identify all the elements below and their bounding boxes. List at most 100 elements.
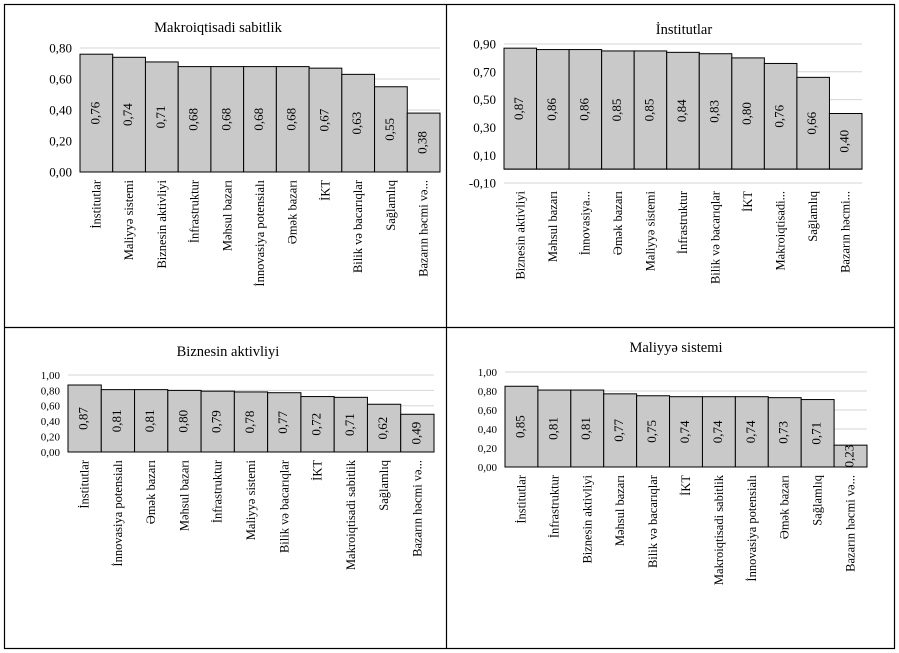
data-label: 0,75 (644, 420, 659, 443)
data-label: 0,84 (674, 99, 689, 122)
chart-title: Biznesin aktivliyi (177, 344, 280, 360)
data-label: 0,74 (743, 420, 758, 443)
bar (669, 396, 703, 468)
bar (763, 62, 798, 170)
bar (233, 391, 269, 453)
data-label: 0,80 (739, 102, 754, 125)
y-tick-label: 0,30 (473, 120, 496, 135)
data-label: 0,81 (545, 417, 560, 440)
bar (796, 76, 830, 170)
category-label: Maliyyə sistemi (244, 459, 258, 540)
y-tick-label: 0,90 (473, 37, 496, 52)
bar (731, 57, 765, 170)
y-tick-label: 1,00 (478, 367, 498, 379)
category-label: Sağlamlıq (384, 179, 398, 230)
category-label: Maliyyə sistemi (643, 190, 657, 271)
category-label: İnnovasiya potensialı (253, 179, 267, 286)
data-label: 0,76 (772, 104, 787, 127)
category-label: İnstitutlar (89, 179, 103, 228)
data-label: 0,86 (544, 97, 559, 120)
category-label: İKT (679, 475, 693, 496)
category-label: İKT (311, 460, 325, 481)
y-tick-label: 0,20 (49, 134, 72, 149)
data-label: 0,68 (251, 108, 266, 131)
data-label: 0,49 (408, 422, 423, 445)
data-label: 0,86 (576, 97, 591, 120)
bar (400, 413, 435, 453)
category-label: İKT (741, 191, 755, 212)
bar (633, 50, 668, 170)
y-tick-label: 0,60 (478, 405, 498, 417)
data-label: 0,62 (375, 417, 390, 440)
bar (341, 73, 376, 173)
category-label: Sağlamlıq (811, 474, 825, 525)
chart-title: Makroiqtisadi sabitlik (154, 20, 282, 36)
bar (734, 396, 769, 468)
category-label: Bilik və bacarıqlar (709, 190, 723, 284)
bar (406, 112, 441, 173)
data-label: 0,81 (142, 409, 157, 432)
bar (167, 389, 202, 453)
bar (767, 397, 802, 468)
category-label: Makroiqtisadi sabitlik (344, 459, 358, 570)
data-label: 0,79 (209, 410, 224, 433)
category-label: Biznesin aktivliyi (155, 179, 169, 268)
category-label: İnstitutlar (514, 474, 528, 523)
bar (275, 66, 310, 173)
bar (800, 399, 835, 468)
y-tick-label: 0,60 (41, 401, 61, 413)
bar (210, 66, 245, 173)
data-label: 0,40 (837, 130, 852, 153)
bar (603, 393, 638, 468)
data-label: 0,74 (120, 103, 135, 126)
data-label: 0,85 (609, 99, 624, 122)
data-label: 0,74 (677, 420, 692, 443)
category-label: Bazarın həcmi və... (844, 475, 858, 572)
data-label: 0,87 (511, 97, 526, 120)
category-label: İnfrastruktur (676, 190, 690, 254)
y-tick-label: 0,60 (49, 72, 72, 87)
bar (570, 389, 605, 468)
bar (134, 389, 169, 453)
category-label: Sağlamlıq (377, 459, 391, 510)
y-tick-label: 0,00 (478, 462, 498, 474)
category-label: Əmək bazarı (778, 474, 792, 539)
data-label: 0,71 (153, 106, 168, 129)
data-label: 0,68 (284, 108, 299, 131)
data-label: 0,68 (218, 108, 233, 131)
data-label: 0,85 (512, 415, 527, 438)
data-label: 0,81 (109, 409, 124, 432)
y-tick-label: 0,80 (41, 385, 61, 397)
category-label: İnstitutlar (78, 459, 92, 508)
category-label: Əmək bazarı (611, 190, 625, 255)
data-label: 0,77 (275, 410, 290, 433)
data-label: 0,80 (175, 410, 190, 433)
bar (503, 47, 538, 170)
chart-title: İnstitutlar (656, 22, 713, 38)
data-label: 0,78 (242, 411, 257, 434)
data-label: 0,67 (316, 108, 331, 131)
y-tick-label: -0,10 (469, 176, 496, 191)
data-label: 0,71 (809, 422, 824, 445)
y-tick-label: 0,70 (473, 64, 496, 79)
category-label: Məhsul bazarı (546, 190, 560, 262)
category-label: Maliyyə sistemi (122, 179, 136, 260)
category-label: Bazarın həcmi və... (410, 460, 424, 557)
data-label: 0,87 (76, 407, 91, 430)
data-label: 0,74 (710, 420, 725, 443)
y-tick-label: 0,10 (473, 148, 496, 163)
data-label: 0,66 (804, 111, 819, 134)
y-tick-label: 0,20 (41, 431, 61, 443)
bar (200, 390, 235, 453)
data-label: 0,73 (776, 421, 791, 444)
bar (504, 385, 539, 468)
data-label: 0,85 (641, 99, 656, 122)
bar (308, 67, 343, 173)
bar (636, 395, 671, 468)
chart-title: Maliyyə sistemi (629, 340, 722, 356)
